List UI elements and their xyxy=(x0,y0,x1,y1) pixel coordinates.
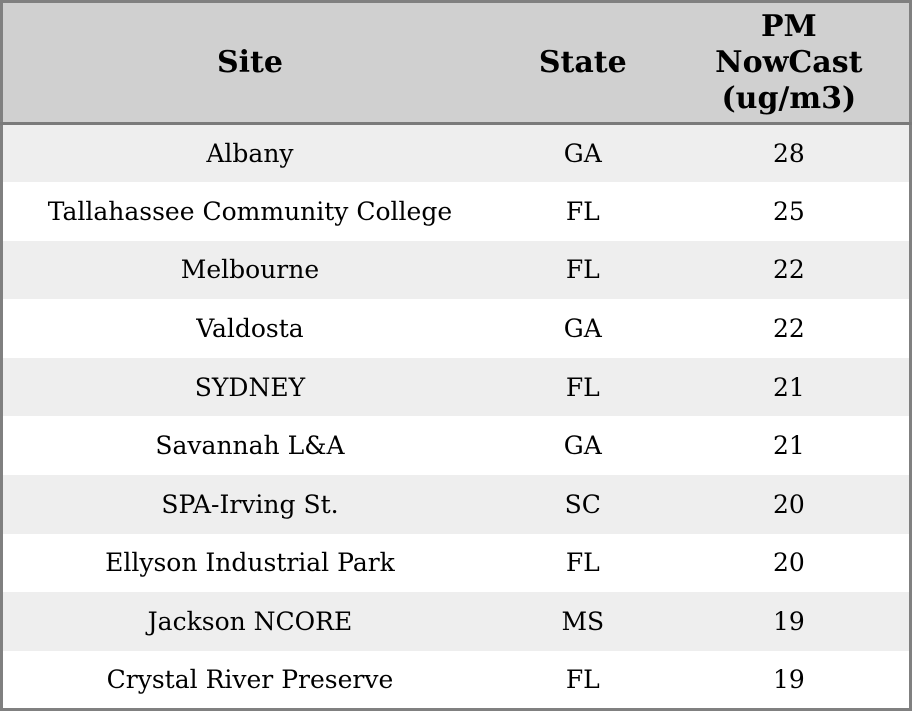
table-row: Ellyson Industrial Park FL 20 xyxy=(1,533,911,593)
pm-nowcast-cell: 20 xyxy=(772,489,805,519)
table-header: Site State PM NowCast (ug/m3) xyxy=(1,1,911,125)
state-cell: FL xyxy=(565,196,600,226)
column-header-state-label: State xyxy=(538,44,627,80)
pm-nowcast-cell: 19 xyxy=(772,664,805,694)
table-row: Savannah L&A GA 21 xyxy=(1,416,911,476)
site-cell: SPA-Irving St. xyxy=(161,489,339,519)
table-row: Crystal River Preserve FL 19 xyxy=(1,650,911,710)
column-header-site-label: Site xyxy=(216,44,283,80)
state-cell: GA xyxy=(563,139,602,169)
site-cell: Valdosta xyxy=(196,314,304,344)
state-cell: SC xyxy=(564,489,601,519)
state-cell: MS xyxy=(561,607,605,637)
site-cell: Tallahassee Community College xyxy=(47,196,453,226)
column-header-site: Site xyxy=(1,1,497,125)
table-row: SYDNEY FL 21 xyxy=(1,357,911,417)
table-row: Jackson NCORE MS 19 xyxy=(1,592,911,651)
site-cell: SYDNEY xyxy=(194,372,306,402)
state-cell: FL xyxy=(565,664,600,694)
pm-nowcast-cell: 21 xyxy=(772,372,805,402)
table-row: SPA-Irving St. SC 20 xyxy=(1,475,911,534)
site-cell: Ellyson Industrial Park xyxy=(105,548,395,578)
column-header-pm-nowcast-label: PM NowCast (ug/m3) xyxy=(715,8,863,116)
state-cell: FL xyxy=(565,372,600,402)
site-cell: Crystal River Preserve xyxy=(106,664,394,694)
pm-nowcast-cell: 20 xyxy=(772,548,805,578)
pm-nowcast-cell: 19 xyxy=(772,607,805,637)
site-cell: Savannah L&A xyxy=(155,431,345,461)
table-row: Tallahassee Community College FL 25 xyxy=(1,182,911,241)
pm-nowcast-cell: 21 xyxy=(772,431,805,461)
column-header-state: State xyxy=(496,1,669,125)
state-cell: GA xyxy=(563,314,602,344)
table-row: Melbourne FL 22 xyxy=(1,240,911,300)
table-row: Valdosta GA 22 xyxy=(1,299,911,358)
site-cell: Albany xyxy=(206,139,294,169)
site-cell: Melbourne xyxy=(180,255,320,285)
state-cell: FL xyxy=(565,548,600,578)
state-cell: GA xyxy=(563,431,602,461)
state-cell: FL xyxy=(565,255,600,285)
table-body: Albany GA 28 Tallahassee Community Colle… xyxy=(1,123,911,710)
pm-nowcast-cell: 22 xyxy=(772,314,805,344)
pm-nowcast-cell: 25 xyxy=(772,196,805,226)
site-cell: Jackson NCORE xyxy=(147,607,353,637)
pm-nowcast-cell: 28 xyxy=(772,139,805,169)
pm-nowcast-cell: 22 xyxy=(772,255,805,285)
table-row: Albany GA 28 xyxy=(1,123,911,183)
header-row: Site State PM NowCast (ug/m3) xyxy=(1,1,911,125)
column-header-pm-nowcast: PM NowCast (ug/m3) xyxy=(668,1,911,125)
